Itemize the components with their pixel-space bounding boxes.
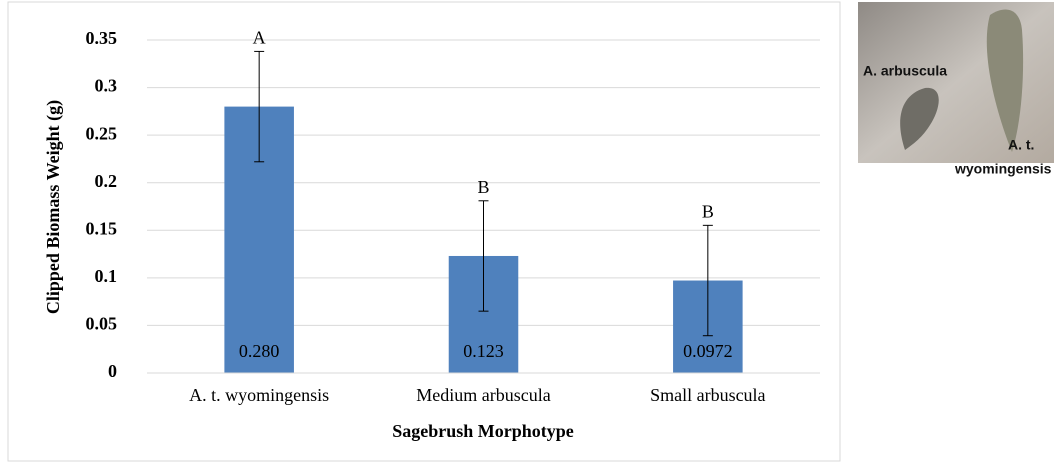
x-axis-label: Sagebrush Morphotype [392,421,574,441]
significance-letter: B [477,177,489,197]
x-tick-label: A. t. wyomingensis [189,385,329,405]
significance-letter: B [702,201,714,221]
y-tick-label: 0.15 [86,218,118,238]
page: Clipped Biomass Weight (g) Sagebrush Mor… [0,0,1054,463]
y-tick-label: 0.05 [86,314,118,334]
x-tick-label: Small arbuscula [650,385,765,405]
photo-label: wyomingensis [954,161,1052,177]
x-tick-label: Medium arbuscula [416,385,550,405]
y-tick-label: 0.25 [86,123,118,143]
photo: A. arbuscula A. t. wyomingensis [858,2,1054,177]
y-tick-label: 0.35 [86,28,118,48]
y-tick-label: 0.2 [95,171,118,191]
value-label: 0.123 [463,341,504,361]
significance-letter: A [253,28,266,48]
value-label: 0.280 [239,341,280,361]
y-tick-label: 0.1 [95,266,118,286]
value-label: 0.0972 [683,341,733,361]
y-tick-label: 0.3 [95,76,118,96]
photo-label: A. t. [1008,137,1034,153]
y-tick-label: 0 [108,361,117,381]
photo-label: A. arbuscula [863,63,947,79]
y-axis-label: Clipped Biomass Weight (g) [43,100,64,314]
